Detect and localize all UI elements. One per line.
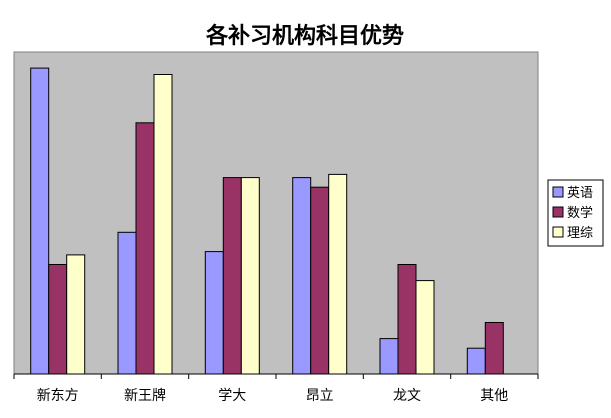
bar-理综-学大: [240, 177, 260, 375]
bar-数学-新东方: [48, 264, 68, 375]
chart-title: 各补习机构科目优势: [205, 23, 404, 49]
bar-理综-新王牌: [153, 74, 173, 375]
legend-label-英语: 英语: [567, 186, 593, 201]
bar-英语-新东方: [30, 67, 50, 375]
bar-理综-龙文: [415, 280, 435, 375]
legend-swatch-英语: [552, 186, 564, 198]
x-tick-label: 新东方: [37, 388, 79, 404]
legend-swatch-数学: [552, 206, 564, 218]
x-tick-label: 新王牌: [124, 387, 166, 404]
legend-swatch-理综: [552, 226, 564, 238]
bar-英语-其他: [466, 347, 486, 375]
legend-label-数学: 数学: [567, 205, 593, 221]
x-ticks: [13, 374, 539, 379]
x-tick-label: 其他: [480, 388, 508, 404]
legend-label-理综: 理综: [567, 226, 593, 241]
bar-理综-昂立: [328, 173, 348, 375]
bars: [30, 67, 504, 375]
bar-数学-其他: [484, 322, 504, 375]
x-tick-label: 学大: [218, 388, 246, 404]
x-tick-label: 昂立: [306, 388, 334, 404]
bar-英语-新王牌: [117, 231, 137, 375]
bar-数学-昂立: [310, 186, 330, 375]
bar-数学-新王牌: [135, 122, 155, 375]
bar-数学-龙文: [397, 264, 417, 375]
bar-理综-新东方: [66, 254, 86, 375]
bar-英语-学大: [204, 251, 224, 375]
x-tick-labels: 新东方 新王牌 学大 昂立 龙文 其他: [37, 387, 509, 404]
bar-英语-昂立: [292, 177, 312, 375]
bar-英语-龙文: [379, 338, 399, 375]
bar-数学-学大: [222, 177, 242, 375]
plot-area: [13, 51, 539, 375]
x-tick-label: 龙文: [393, 388, 421, 404]
